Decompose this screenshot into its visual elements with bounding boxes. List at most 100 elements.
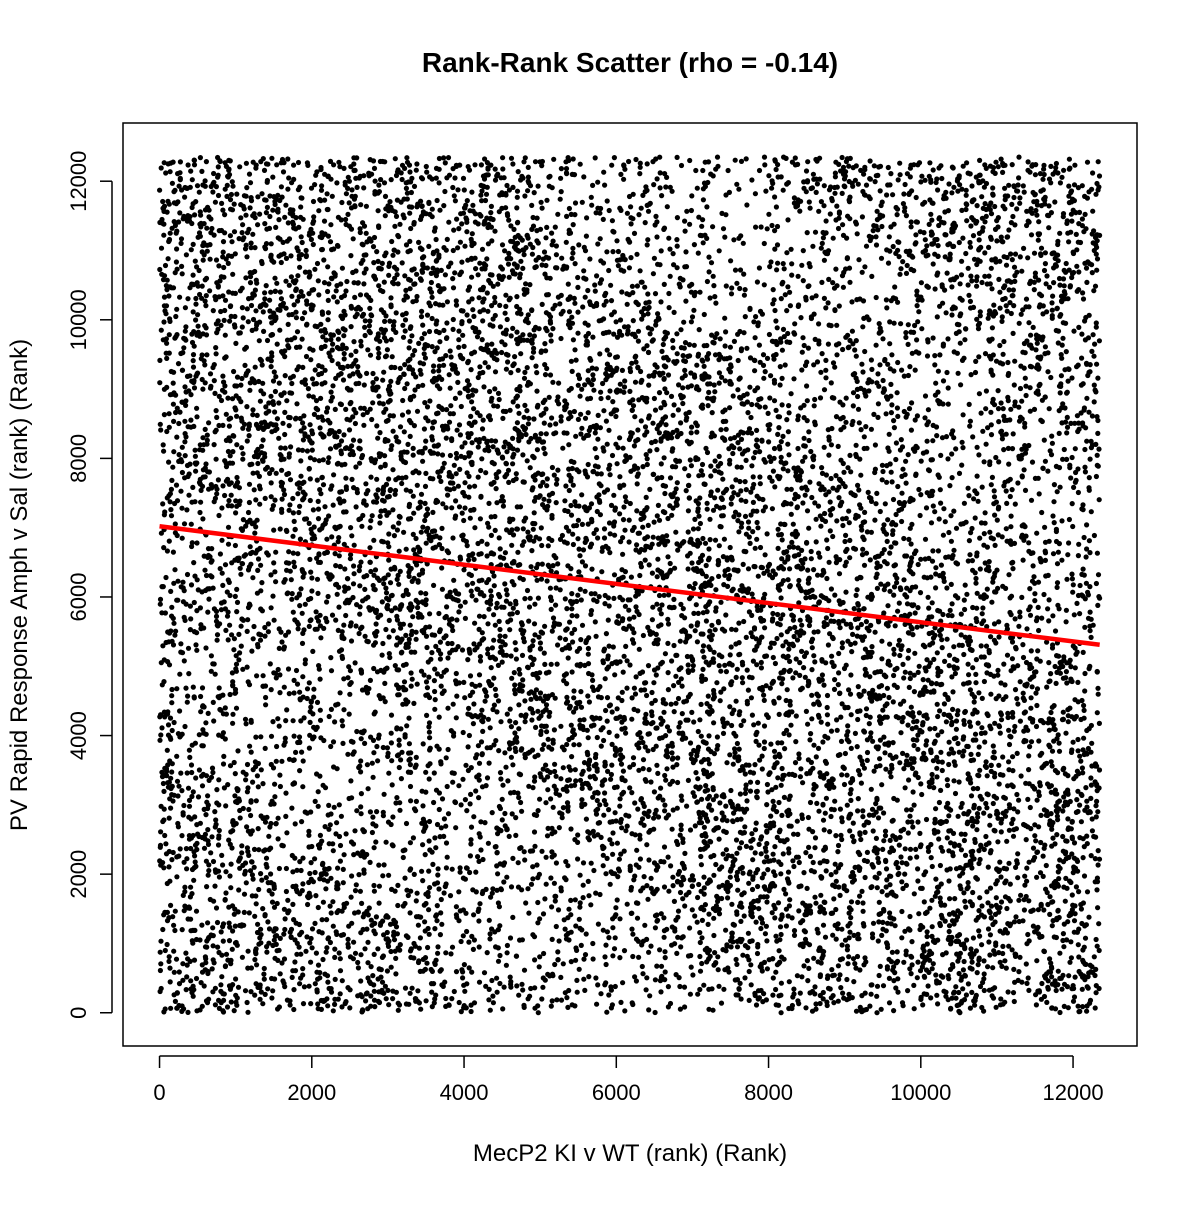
data-point [908, 541, 914, 547]
data-point [798, 405, 804, 411]
data-point [455, 245, 461, 251]
data-point [479, 246, 486, 252]
data-point [689, 560, 695, 566]
data-point [792, 155, 798, 161]
data-point [308, 1001, 314, 1007]
data-point [938, 749, 944, 755]
data-point [288, 444, 294, 450]
data-point [341, 165, 347, 171]
data-point [1034, 874, 1040, 880]
data-point [819, 470, 826, 476]
data-point [508, 333, 514, 339]
data-point [400, 334, 407, 340]
data-point [284, 528, 290, 535]
data-point [961, 500, 968, 506]
data-point [464, 865, 470, 871]
data-point [1070, 998, 1077, 1004]
data-point [830, 533, 836, 540]
data-point [294, 681, 301, 687]
data-point [400, 854, 406, 861]
data-point [630, 931, 636, 937]
data-point [404, 196, 410, 202]
data-point [660, 341, 666, 348]
data-point [319, 917, 325, 923]
data-point [764, 802, 770, 808]
data-point [266, 833, 272, 839]
data-point [939, 767, 945, 774]
data-point [874, 1010, 880, 1016]
data-point [157, 421, 163, 427]
data-point [912, 417, 918, 423]
data-point [910, 710, 916, 716]
data-point [811, 701, 817, 707]
data-point [343, 216, 349, 223]
data-point [828, 380, 834, 386]
data-point [988, 482, 994, 488]
data-point [515, 549, 521, 555]
data-point [812, 659, 818, 665]
data-point [737, 267, 744, 273]
data-point [1082, 446, 1088, 453]
data-point [577, 904, 583, 910]
data-point [850, 390, 857, 396]
data-point [212, 199, 218, 205]
data-point [585, 651, 591, 657]
data-point [1084, 1008, 1090, 1014]
data-point [239, 616, 245, 622]
data-point [315, 590, 321, 597]
data-point [1064, 389, 1070, 395]
data-point [813, 189, 819, 195]
data-point [960, 445, 966, 451]
data-point [586, 699, 593, 705]
data-point [808, 556, 814, 562]
data-point [1077, 611, 1083, 617]
data-point [532, 521, 538, 527]
data-point [247, 180, 254, 186]
data-point [289, 390, 295, 396]
data-point [218, 322, 224, 328]
data-point [420, 741, 426, 747]
data-point [457, 390, 463, 396]
data-point [700, 197, 707, 203]
data-point [1089, 348, 1095, 354]
data-point [858, 780, 865, 786]
data-point [280, 978, 286, 984]
data-point [562, 636, 569, 643]
data-point [478, 162, 484, 168]
data-point [245, 617, 251, 623]
data-point [976, 744, 982, 750]
data-point [687, 457, 693, 463]
data-point [343, 612, 349, 619]
data-point [431, 582, 437, 589]
data-point [315, 803, 321, 809]
data-point [977, 566, 983, 572]
data-point [610, 925, 616, 931]
data-point [552, 898, 558, 904]
data-point [402, 385, 408, 392]
data-point [458, 802, 464, 808]
data-point [521, 1004, 527, 1011]
data-point [321, 218, 328, 224]
data-point [575, 284, 581, 290]
data-point [617, 257, 623, 263]
data-point [542, 372, 549, 378]
data-point [915, 605, 921, 611]
data-point [627, 239, 633, 245]
data-point [468, 367, 474, 373]
data-point [390, 524, 396, 530]
data-point [968, 273, 974, 279]
data-point [583, 639, 589, 646]
data-point [759, 766, 765, 772]
data-point [563, 239, 569, 245]
data-point [441, 816, 447, 822]
data-point [268, 605, 274, 611]
data-point [413, 754, 419, 761]
data-point [438, 896, 444, 903]
data-point [171, 922, 177, 928]
data-point [685, 668, 691, 674]
data-point [477, 516, 483, 522]
data-point [976, 237, 982, 243]
data-point [220, 249, 226, 255]
data-point [903, 458, 909, 464]
data-point [581, 717, 587, 723]
